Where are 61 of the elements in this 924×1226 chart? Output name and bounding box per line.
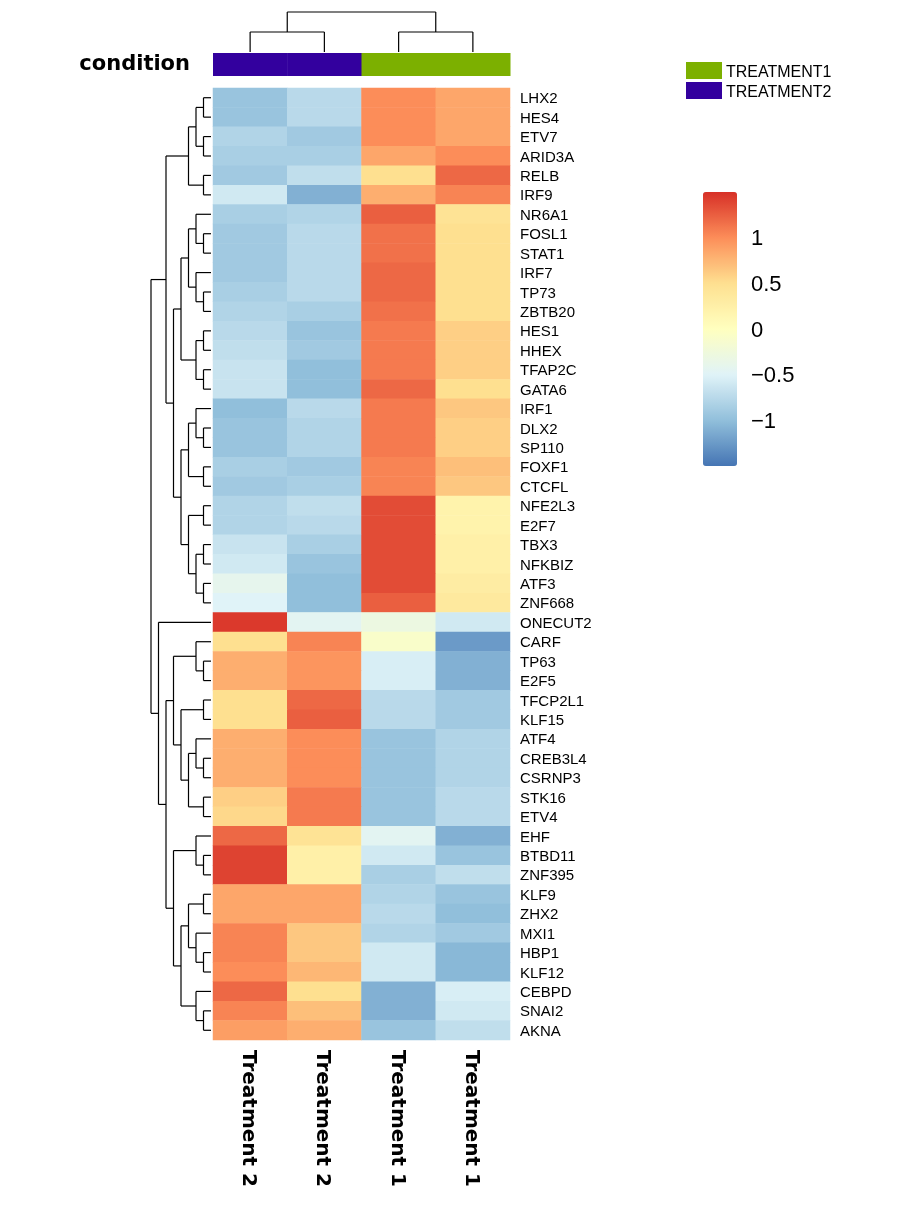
y-tick-label: AKNA: [520, 1021, 561, 1039]
y-tick-label: E2F7: [520, 516, 556, 534]
y-tick-label: ATF4: [520, 730, 556, 748]
y-tick-label: MXI1: [520, 924, 556, 942]
y-tick-label: IRF9: [520, 186, 553, 204]
y-tick-label: ATF3: [520, 574, 556, 592]
y-tick-label: SP110: [520, 438, 564, 456]
y-tick-label: ARID3A: [520, 147, 575, 165]
y-tick-label: DLX2: [520, 419, 558, 437]
text: TREATMENT2: [726, 82, 832, 100]
y-tick-label: HES4: [520, 108, 560, 126]
y-tick-label: ZNF668: [520, 594, 575, 612]
y-tick-label: ETV7: [520, 128, 558, 146]
y-tick-label: IRF7: [520, 264, 553, 282]
y-tick-label: KLF12: [520, 963, 565, 981]
text: condition: [79, 50, 190, 75]
y-tick-label: HES1: [520, 322, 560, 340]
y-tick-label: STAT1: [520, 244, 565, 262]
y-tick-label: BTBD11: [520, 846, 576, 864]
y-tick-label: SNAI2: [520, 1002, 564, 1020]
y-tick-label: CTCFL: [520, 477, 569, 495]
y-tick-label: KLF15: [520, 710, 565, 728]
x-tick-label: Treatment 2: [312, 1050, 337, 1188]
y-tick-label: E2F5: [520, 672, 556, 690]
x-tick-label: Treatment 2: [238, 1050, 263, 1188]
y-tick-label: IRF1: [520, 400, 553, 418]
text: TREATMENT1: [726, 62, 832, 80]
y-tick-label: LHX2: [520, 89, 558, 107]
y-tick-label: CEBPD: [520, 982, 572, 1000]
y-tick-label: TFAP2C: [520, 361, 577, 379]
y-tick-label: NFKBIZ: [520, 555, 574, 573]
x-tick-label: Treatment 1: [460, 1050, 485, 1188]
color-bar-label: −1: [751, 407, 777, 433]
y-tick-label: HBP1: [520, 944, 560, 962]
y-tick-label: KLF9: [520, 885, 556, 903]
y-tick-label: FOXF1: [520, 458, 569, 476]
y-tick-label: ONECUT2: [520, 613, 592, 631]
y-tick-label: ZBTB20: [520, 302, 576, 320]
color-bar-label: 0: [751, 316, 764, 342]
y-tick-label: HHEX: [520, 341, 562, 359]
y-tick-label: ZNF395: [520, 866, 575, 884]
y-tick-label: GATA6: [520, 380, 567, 398]
y-tick-label: ZHX2: [520, 905, 559, 923]
y-tick-label: CSRNP3: [520, 769, 581, 787]
y-tick-label: STK16: [520, 788, 566, 806]
y-tick-label: CARF: [520, 633, 561, 651]
y-tick-label: TBX3: [520, 536, 558, 554]
y-tick-label: CREB3L4: [520, 749, 587, 767]
y-tick-label: EHF: [520, 827, 550, 845]
y-tick-label: TFCP2L1: [520, 691, 585, 709]
color-bar-label: 1: [751, 225, 764, 251]
color-bar-label: 0.5: [751, 270, 782, 296]
color-bar-label: −0.5: [751, 362, 795, 388]
y-tick-label: NFE2L3: [520, 497, 576, 515]
y-tick-label: ETV4: [520, 808, 558, 826]
y-tick-label: NR6A1: [520, 205, 569, 223]
y-tick-label: TP63: [520, 652, 556, 670]
x-tick-label: Treatment 1: [386, 1050, 411, 1188]
y-tick-label: FOSL1: [520, 225, 568, 243]
y-tick-label: RELB: [520, 166, 560, 184]
y-tick-label: TP73: [520, 283, 556, 301]
